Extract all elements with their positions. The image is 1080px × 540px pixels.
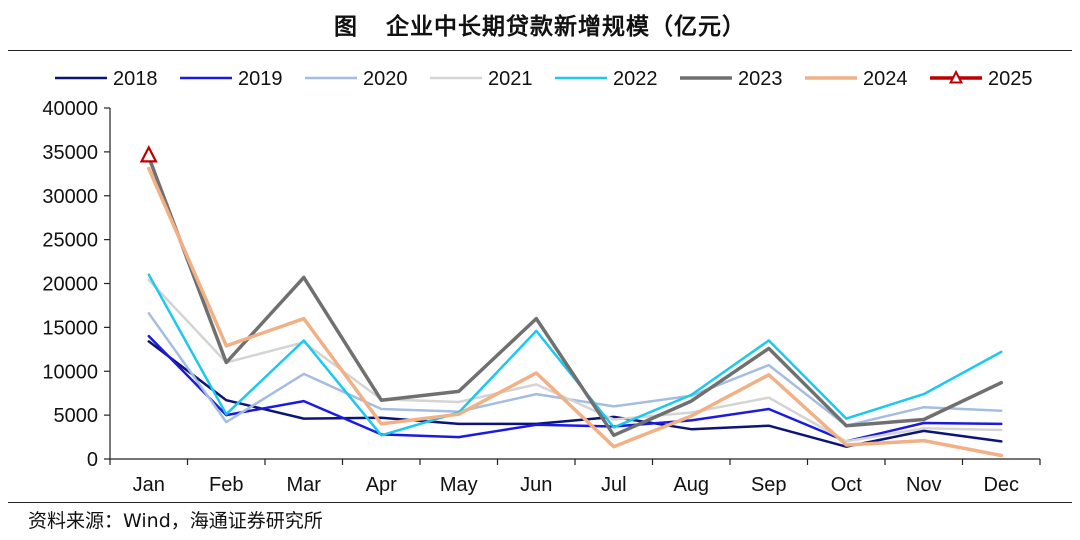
x-tick-label: Jan (133, 474, 165, 496)
legend-label: 2023 (738, 68, 783, 90)
y-tick-label: 0 (87, 449, 98, 471)
legend-label: 2019 (238, 68, 283, 90)
x-tick-label: Aug (673, 474, 709, 496)
x-tick-label: Nov (906, 474, 942, 496)
y-tick-label: 25000 (42, 230, 98, 252)
legend-item-2023: 2023 (680, 68, 783, 90)
y-tick-label: 30000 (42, 186, 98, 208)
legend-label: 2020 (363, 68, 408, 90)
legend-item-2025: 2025 (930, 68, 1033, 90)
legend-label: 2021 (488, 68, 533, 90)
legend-label: 2022 (613, 68, 658, 90)
legend-label: 2024 (863, 68, 908, 90)
series-line-2019 (147, 334, 1003, 443)
x-tick-label: Apr (366, 474, 397, 496)
legend-item-2018: 2018 (55, 68, 158, 90)
y-tick-label: 35000 (42, 142, 98, 164)
x-axis: Jan Feb Mar Apr May Jun Jul Aug Sep Oct Nov Dec (109, 458, 1041, 496)
legend-item-2022: 2022 (555, 68, 658, 90)
y-axis: 0 5000 10000 15000 20000 25000 30000 35000 40000 (42, 98, 111, 471)
bottom-rule (8, 502, 1072, 503)
x-tick-label: Dec (983, 474, 1019, 496)
x-tick-label: Oct (831, 474, 863, 496)
legend-item-2020: 2020 (305, 68, 408, 90)
x-tick-label: Mar (287, 474, 322, 496)
data-point-2025-Jan (139, 144, 158, 163)
y-tick-label: 20000 (42, 274, 98, 296)
x-tick-label: Feb (209, 474, 243, 496)
series-line-2024 (147, 166, 1004, 458)
legend: 2018 2019 2020 2021 2022 2023 2024 2025 (55, 68, 1033, 90)
x-tick-label: May (440, 474, 478, 496)
legend-label: 2018 (113, 68, 158, 90)
series-layer (139, 144, 1004, 458)
y-tick-label: 10000 (42, 361, 98, 383)
y-tick-label: 15000 (42, 317, 98, 339)
figure-label: 图 (334, 14, 358, 40)
x-tick-label: Jun (520, 474, 552, 496)
figure-title: 图 企业中长期贷款新增规模（亿元） (0, 0, 1080, 48)
top-rule (8, 50, 1072, 51)
series-line-2018 (147, 340, 1003, 448)
series-line-2020 (147, 312, 1003, 427)
legend-item-2019: 2019 (180, 68, 283, 90)
legend-item-2024: 2024 (805, 68, 908, 90)
x-tick-label: Sep (751, 474, 787, 496)
source-note: 资料来源：Wind，海通证券研究所 (28, 510, 323, 532)
chart-title: 企业中长期贷款新增规模（亿元） (386, 14, 746, 40)
y-tick-label: 5000 (54, 405, 99, 427)
x-tick-label: Jul (601, 474, 627, 496)
y-tick-label: 40000 (42, 98, 98, 120)
legend-label: 2025 (988, 68, 1033, 90)
legend-item-2021: 2021 (430, 68, 533, 90)
legend-marker-triangle-icon (948, 69, 964, 84)
series-line-2021 (147, 278, 1003, 443)
series-line-2023 (147, 155, 1004, 438)
